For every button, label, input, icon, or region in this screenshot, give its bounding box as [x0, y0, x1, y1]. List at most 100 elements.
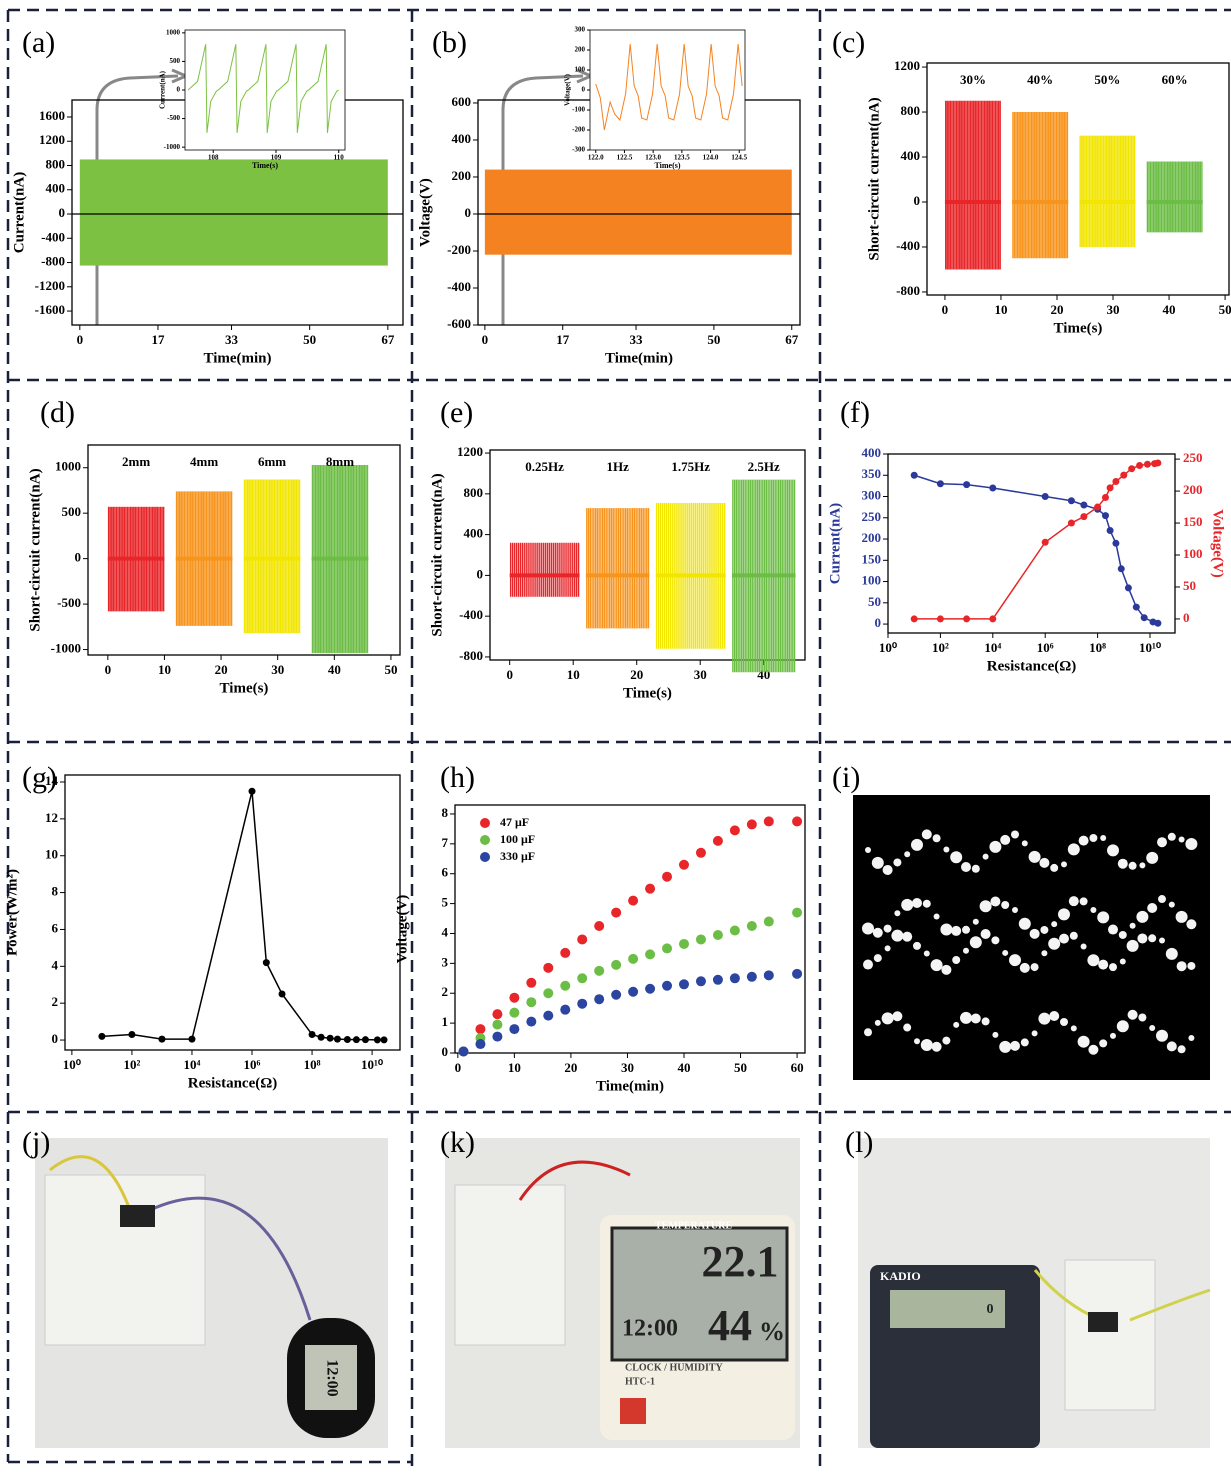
legend-label: 330 μF	[500, 849, 535, 863]
particle	[1177, 1045, 1186, 1054]
photo-l: KADIO 0	[858, 1138, 1211, 1448]
particle	[894, 910, 901, 917]
x-tick-label: 50	[303, 332, 316, 347]
particle	[1186, 919, 1197, 930]
point	[1124, 584, 1132, 592]
particle	[961, 862, 971, 873]
point	[492, 1031, 503, 1042]
component	[120, 1205, 155, 1227]
particle	[1129, 922, 1136, 929]
device-text: CLOCK / HUMIDITY	[625, 1362, 724, 1373]
point	[1041, 538, 1049, 546]
point	[594, 921, 605, 932]
x-tick-label: 108	[208, 154, 219, 162]
point	[98, 1032, 106, 1040]
particle	[991, 936, 1000, 945]
particle	[1078, 835, 1089, 846]
particle	[1069, 931, 1078, 940]
x-tick-label: 50	[384, 662, 397, 677]
x-tick-label: 0	[105, 662, 112, 677]
point	[1080, 501, 1088, 509]
point	[712, 974, 723, 985]
particle	[1077, 1035, 1090, 1048]
y-tick-label: 500	[170, 57, 181, 65]
particle	[1116, 1020, 1129, 1033]
y-tick-label: 400	[46, 181, 66, 196]
particle	[1009, 954, 1021, 967]
group-label: 6mm	[258, 454, 286, 469]
particle	[1048, 937, 1061, 950]
y-tick-label: 200	[862, 530, 882, 545]
y-tick-label: -1600	[35, 302, 65, 317]
point	[458, 1046, 469, 1057]
particle	[1070, 1025, 1077, 1032]
particle	[883, 924, 892, 933]
point	[963, 615, 971, 623]
x-tick-label: 0	[506, 667, 513, 682]
y-tick-label: 1600	[39, 108, 65, 123]
x-axis-label: Time(s)	[623, 685, 672, 701]
x-tick-label: 10	[994, 302, 1007, 317]
particle	[1030, 963, 1039, 972]
y-tick-label: 4	[52, 957, 59, 972]
particle	[1159, 937, 1165, 944]
point	[763, 816, 774, 827]
particle	[1158, 895, 1166, 904]
point	[989, 484, 997, 492]
point	[746, 921, 757, 932]
particle	[1127, 1009, 1138, 1020]
particle	[1089, 834, 1098, 843]
point	[1117, 565, 1125, 573]
x-tick-label: 30	[621, 1060, 634, 1075]
x-tick-label: 40	[677, 1060, 690, 1075]
y-tick-label: -400	[447, 279, 471, 294]
particle	[970, 1013, 981, 1024]
y-tick-label: -500	[167, 114, 180, 122]
particle	[952, 955, 961, 964]
particle	[1100, 834, 1107, 841]
particle	[1188, 1035, 1195, 1042]
x-tick-label: 20	[1050, 302, 1063, 317]
device-text: 22.1	[702, 1237, 779, 1286]
point	[1128, 465, 1136, 473]
y-tick-label: -100	[572, 106, 585, 114]
chart: 122.0 122.5 123.0 123.5 124.0 124.5 -300 -200 -1…	[564, 26, 748, 170]
particle	[862, 922, 874, 935]
x-tick-label: 10	[508, 1060, 521, 1075]
particle	[1029, 928, 1040, 939]
y-tick-label: 350	[862, 466, 882, 481]
panel-label: (h)	[440, 761, 475, 794]
series-line	[595, 43, 743, 131]
y-tick-label: 400	[901, 148, 921, 163]
y-tick-label: 14	[45, 773, 59, 788]
x-tick-label: 110	[334, 154, 345, 162]
x-tick-label: 10⁶	[1037, 640, 1054, 655]
particle	[1149, 1025, 1156, 1032]
particle	[884, 945, 891, 952]
x-axis-label: Time(s)	[654, 161, 680, 170]
point	[963, 481, 971, 489]
particle	[930, 959, 943, 972]
particle	[872, 927, 883, 938]
x-tick-label: 122.0	[588, 154, 604, 162]
x-tick-label: 10	[567, 667, 580, 682]
x-tick-label: 10⁴	[184, 1057, 201, 1072]
chart: 0 10 20 30 40 50 -1000 -500 0 500 1000 Time(s) Short…	[27, 444, 401, 696]
x-tick-label: 40	[1163, 302, 1176, 317]
group-label: 4mm	[190, 454, 218, 469]
x-tick-label: 20	[630, 667, 643, 682]
panel-label: (j)	[22, 1126, 50, 1159]
particle	[871, 856, 884, 869]
series-line	[914, 462, 1159, 620]
particle	[1118, 930, 1127, 939]
y-tick-label: 7	[442, 835, 449, 850]
y-tick-label: 300	[575, 26, 586, 34]
y-tick-label: 0	[75, 550, 82, 565]
particle	[1168, 901, 1175, 908]
particle	[1139, 862, 1146, 869]
particle	[1061, 861, 1067, 868]
particle	[1002, 949, 1009, 956]
particle	[1187, 961, 1196, 970]
device-text: HTC-1	[625, 1376, 655, 1387]
